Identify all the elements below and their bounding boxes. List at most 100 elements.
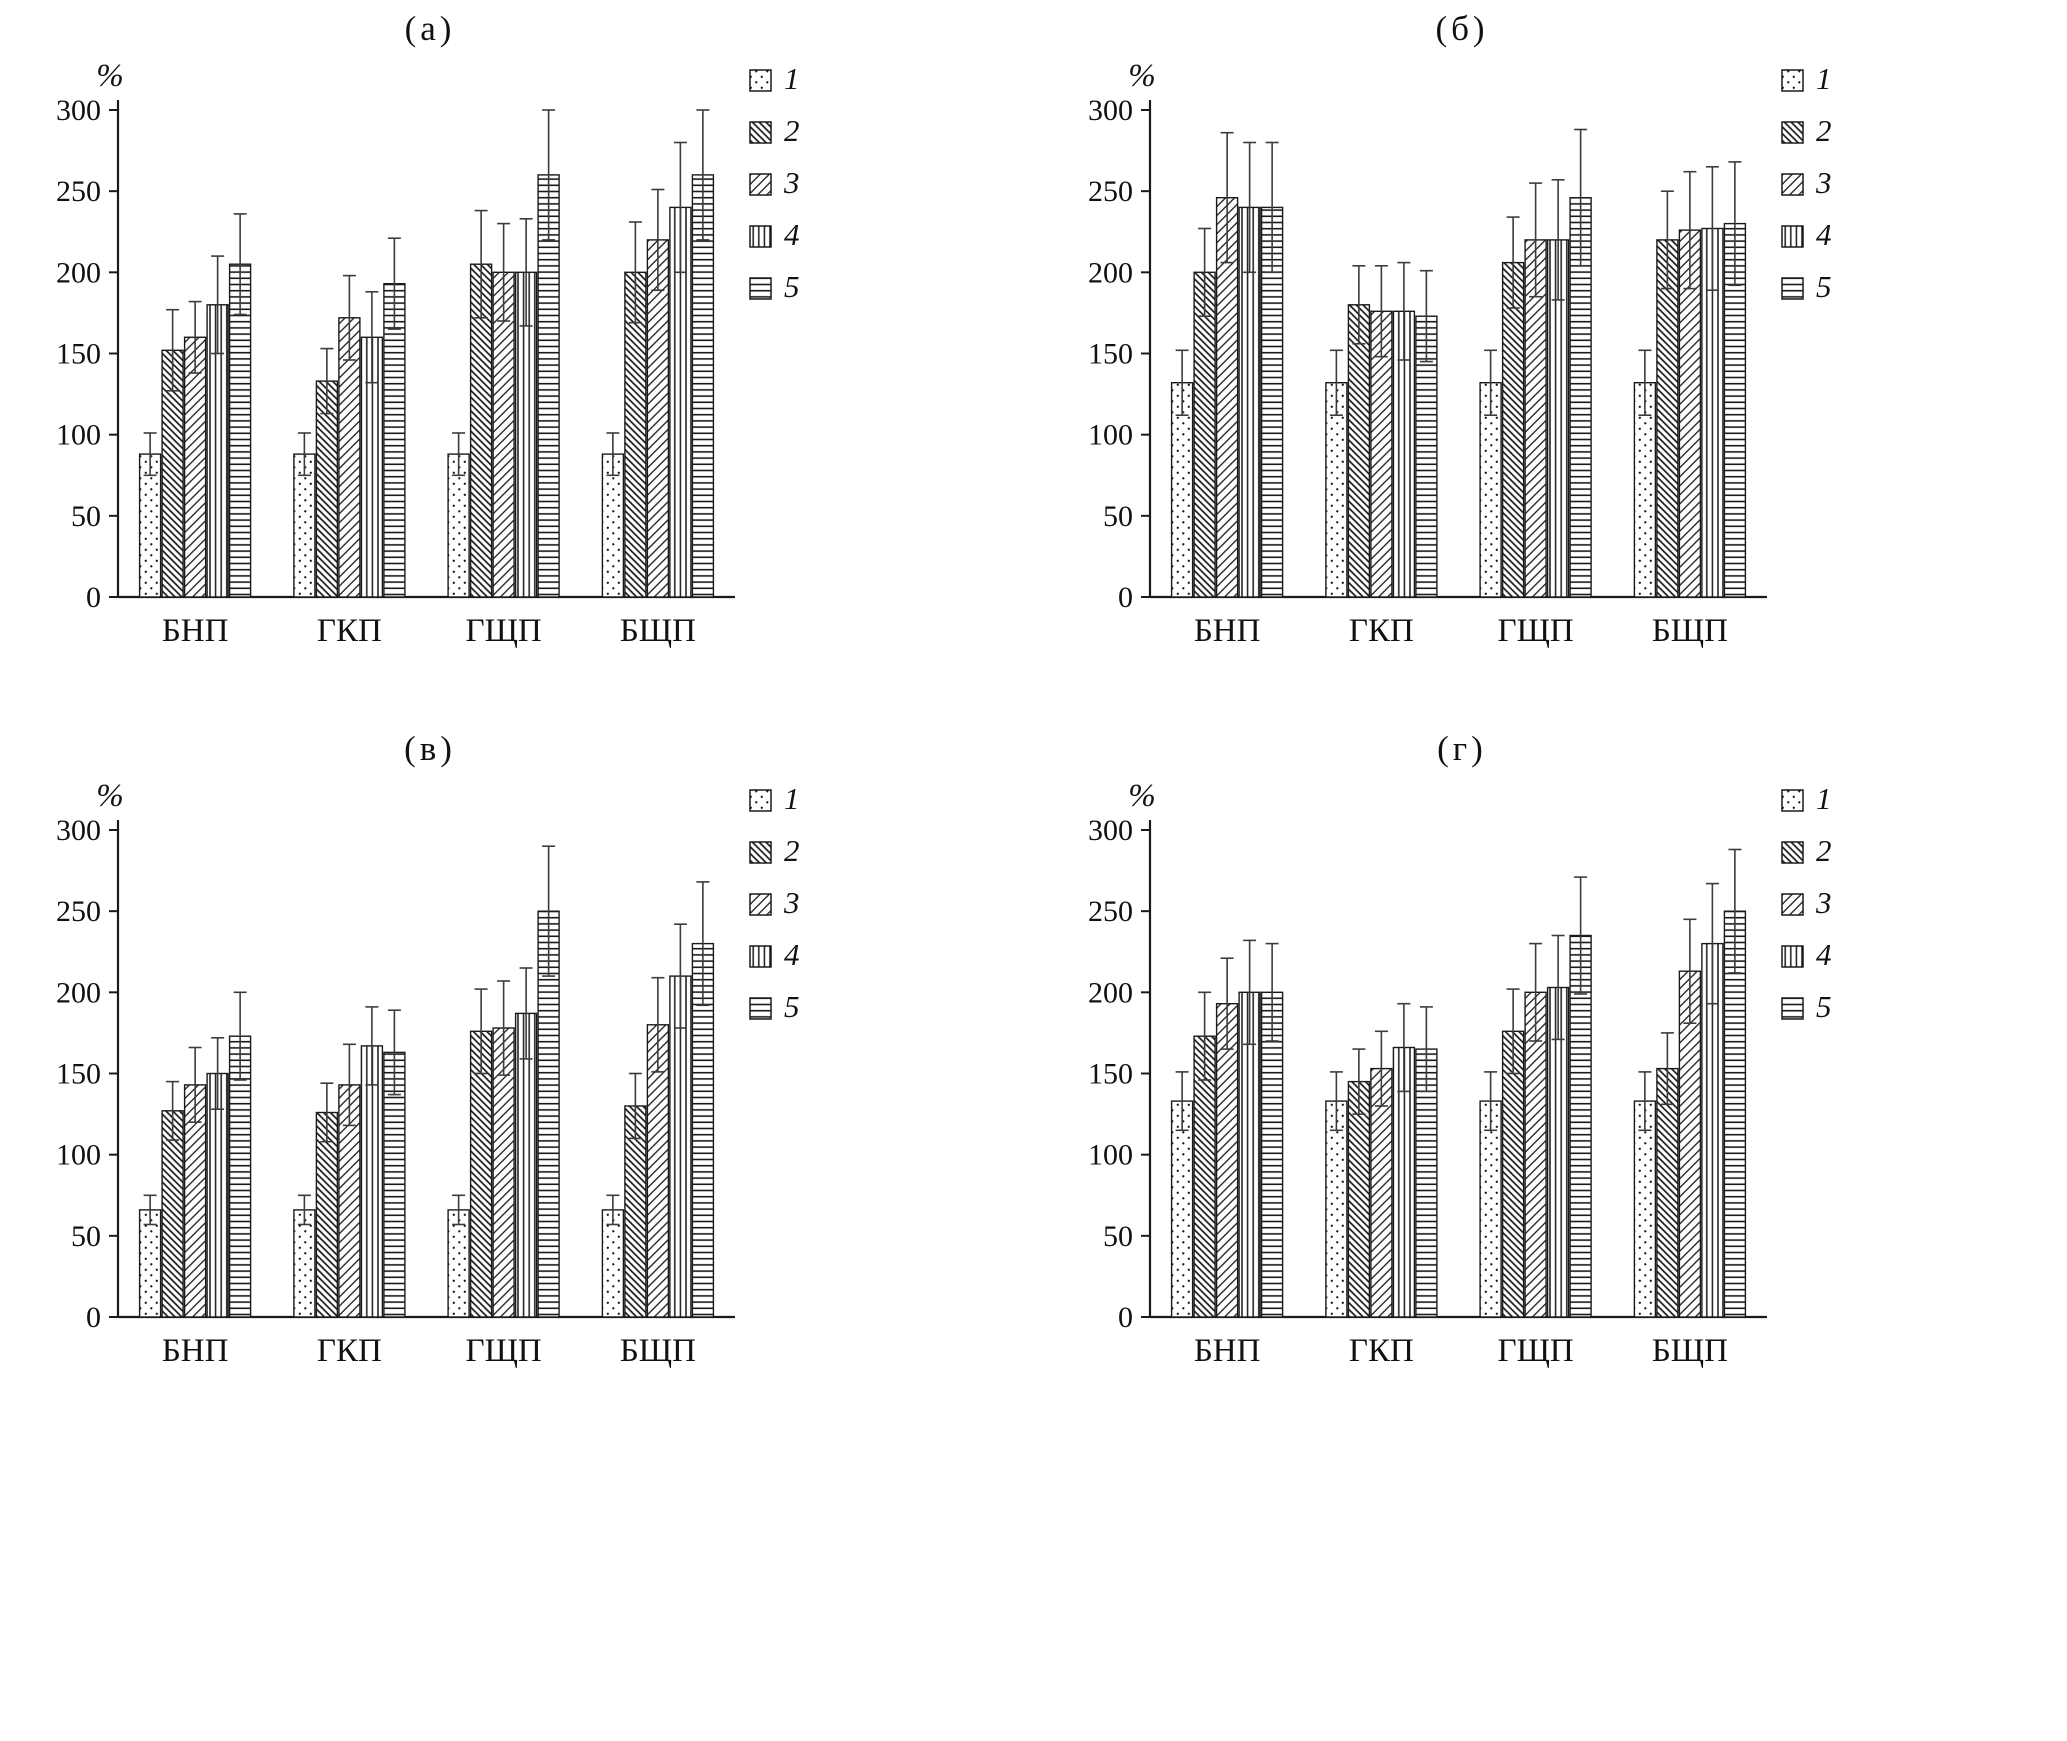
- legend-swatch-3: [1781, 173, 1804, 196]
- y-tick-label: 100: [56, 419, 101, 452]
- y-axis-label: %: [1128, 58, 1156, 94]
- x-category-label: ГЩП: [466, 1333, 542, 1369]
- panel-a-title: (а): [404, 9, 456, 48]
- y-tick-label: 0: [1118, 581, 1133, 614]
- y-tick-label: 150: [1088, 338, 1133, 371]
- bar-series-1-ГЩП: [1479, 1100, 1502, 1318]
- x-category-label: БЩП: [1652, 1333, 1728, 1369]
- bar-series-4-БНП: [206, 1072, 229, 1318]
- panel-b: (б) 0 50 100 150 200 250 300% БНП ГКП ГЩП БЩП 1 2 3 4 5: [1032, 6, 2064, 662]
- y-tick-label: 250: [1088, 175, 1133, 208]
- legend-swatch-5: [1781, 277, 1804, 300]
- x-category-label: ГКП: [1349, 1333, 1414, 1369]
- four-panel-bar-figure: (а) 0 50 100 150 200 250 300% БНП ГКП ГЩП БЩП 1 2 3 4 5…: [0, 6, 2064, 1382]
- legend-swatch-1: [749, 69, 772, 92]
- bar-series-2-ГКП: [315, 1111, 339, 1318]
- bar-series-1-БНП: [138, 1209, 162, 1318]
- y-axis-label: %: [1128, 778, 1156, 814]
- legend-swatch-5: [749, 277, 772, 300]
- bar-series-3-БНП: [1215, 1002, 1239, 1318]
- legend-label-5: 5: [784, 989, 800, 1024]
- y-tick-label: 300: [1088, 814, 1133, 847]
- x-category-label: ГЩП: [466, 613, 542, 649]
- legend-label-4: 4: [784, 937, 800, 972]
- y-tick-label: 300: [1088, 94, 1133, 127]
- bar-series-1-ГКП: [1325, 1100, 1348, 1318]
- y-axis-label: %: [96, 778, 124, 814]
- bar-series-3-БНП: [183, 336, 207, 598]
- x-category-label: ГКП: [317, 1333, 382, 1369]
- legend-label-1: 1: [1816, 781, 1832, 816]
- y-tick-label: 150: [56, 338, 101, 371]
- y-tick-label: 200: [1088, 976, 1133, 1009]
- legend-swatch-4: [1781, 945, 1804, 968]
- y-tick-label: 50: [71, 1220, 101, 1253]
- y-tick-label: 250: [56, 895, 101, 928]
- bar-series-5-ГКП: [383, 282, 406, 598]
- legend-label-3: 3: [783, 165, 800, 200]
- x-category-label: БНП: [162, 613, 229, 649]
- panel-g: (г) 0 50 100 150 200 250 300% БНП ГКП ГЩП БЩП 1 2 3 4 5: [1032, 726, 2064, 1382]
- legend-swatch-3: [749, 173, 772, 196]
- legend-label-3: 3: [1815, 885, 1832, 920]
- legend-swatch-4: [749, 225, 772, 248]
- y-tick-label: 100: [56, 1139, 101, 1172]
- x-category-label: БНП: [162, 1333, 229, 1369]
- legend-label-4: 4: [784, 217, 800, 252]
- y-tick-label: 50: [71, 500, 101, 533]
- bar-series-2-БНП: [161, 1110, 184, 1318]
- x-category-label: БНП: [1194, 613, 1261, 649]
- legend-swatch-1: [749, 789, 772, 812]
- legend-swatch-2: [1781, 841, 1804, 864]
- legend-label-5: 5: [784, 269, 800, 304]
- bar-series-2-БЩП: [1656, 1067, 1679, 1318]
- legend-swatch-2: [749, 121, 772, 144]
- legend-label-3: 3: [783, 885, 800, 920]
- y-tick-label: 0: [1118, 1301, 1133, 1334]
- y-tick-label: 150: [56, 1058, 101, 1091]
- x-category-label: БЩП: [620, 1333, 696, 1369]
- y-tick-label: 300: [56, 814, 101, 847]
- y-tick-label: 200: [56, 976, 101, 1009]
- legend-label-1: 1: [784, 781, 800, 816]
- legend-swatch-5: [749, 997, 772, 1020]
- y-tick-label: 100: [1088, 1139, 1133, 1172]
- bar-series-1-ГЩП: [447, 1209, 470, 1318]
- y-tick-label: 50: [1103, 500, 1133, 533]
- x-category-label: БЩП: [1652, 613, 1728, 649]
- x-category-label: ГКП: [1349, 613, 1414, 649]
- bar-series-2-БНП: [1193, 271, 1216, 598]
- panel-g-title: (г): [1437, 729, 1487, 768]
- panel-a: (а) 0 50 100 150 200 250 300% БНП ГКП ГЩП БЩП 1 2 3 4 5: [0, 6, 1032, 662]
- x-category-label: ГЩП: [1498, 613, 1574, 649]
- legend-label-1: 1: [784, 61, 800, 96]
- legend-swatch-2: [1781, 121, 1804, 144]
- y-tick-label: 200: [1088, 256, 1133, 289]
- bar-series-2-ГЩП: [1501, 261, 1525, 598]
- legend-label-1: 1: [1816, 61, 1832, 96]
- panel-v-title: (в): [404, 729, 456, 768]
- legend-label-2: 2: [1816, 833, 1832, 868]
- legend-swatch-1: [1781, 789, 1804, 812]
- bar-chart-v: 0 50 100 150 200 250 300% БНП ГКП ГЩП БЩП 1 2 3 4 5: [56, 778, 800, 1369]
- y-tick-label: 0: [86, 1301, 101, 1334]
- y-axis-label: %: [96, 58, 124, 94]
- bar-chart-a: 0 50 100 150 200 250 300% БНП ГКП ГЩП БЩП 1 2 3 4 5: [56, 58, 800, 649]
- legend-label-2: 2: [784, 833, 800, 868]
- y-tick-label: 250: [1088, 895, 1133, 928]
- legend-swatch-3: [749, 893, 772, 916]
- bar-series-1-БНП: [1170, 1100, 1194, 1318]
- panel-b-title: (б): [1435, 9, 1489, 48]
- y-tick-label: 250: [56, 175, 101, 208]
- legend-label-2: 2: [784, 113, 800, 148]
- bar-series-1-БЩП: [1633, 1100, 1657, 1318]
- legend-label-5: 5: [1816, 269, 1832, 304]
- y-tick-label: 300: [56, 94, 101, 127]
- bar-series-4-ГКП: [360, 1045, 384, 1318]
- legend-label-2: 2: [1816, 113, 1832, 148]
- legend-swatch-3: [1781, 893, 1804, 916]
- bar-series-2-БЩП: [1656, 239, 1679, 598]
- legend-swatch-4: [749, 945, 772, 968]
- y-tick-label: 200: [56, 256, 101, 289]
- y-tick-label: 100: [1088, 419, 1133, 452]
